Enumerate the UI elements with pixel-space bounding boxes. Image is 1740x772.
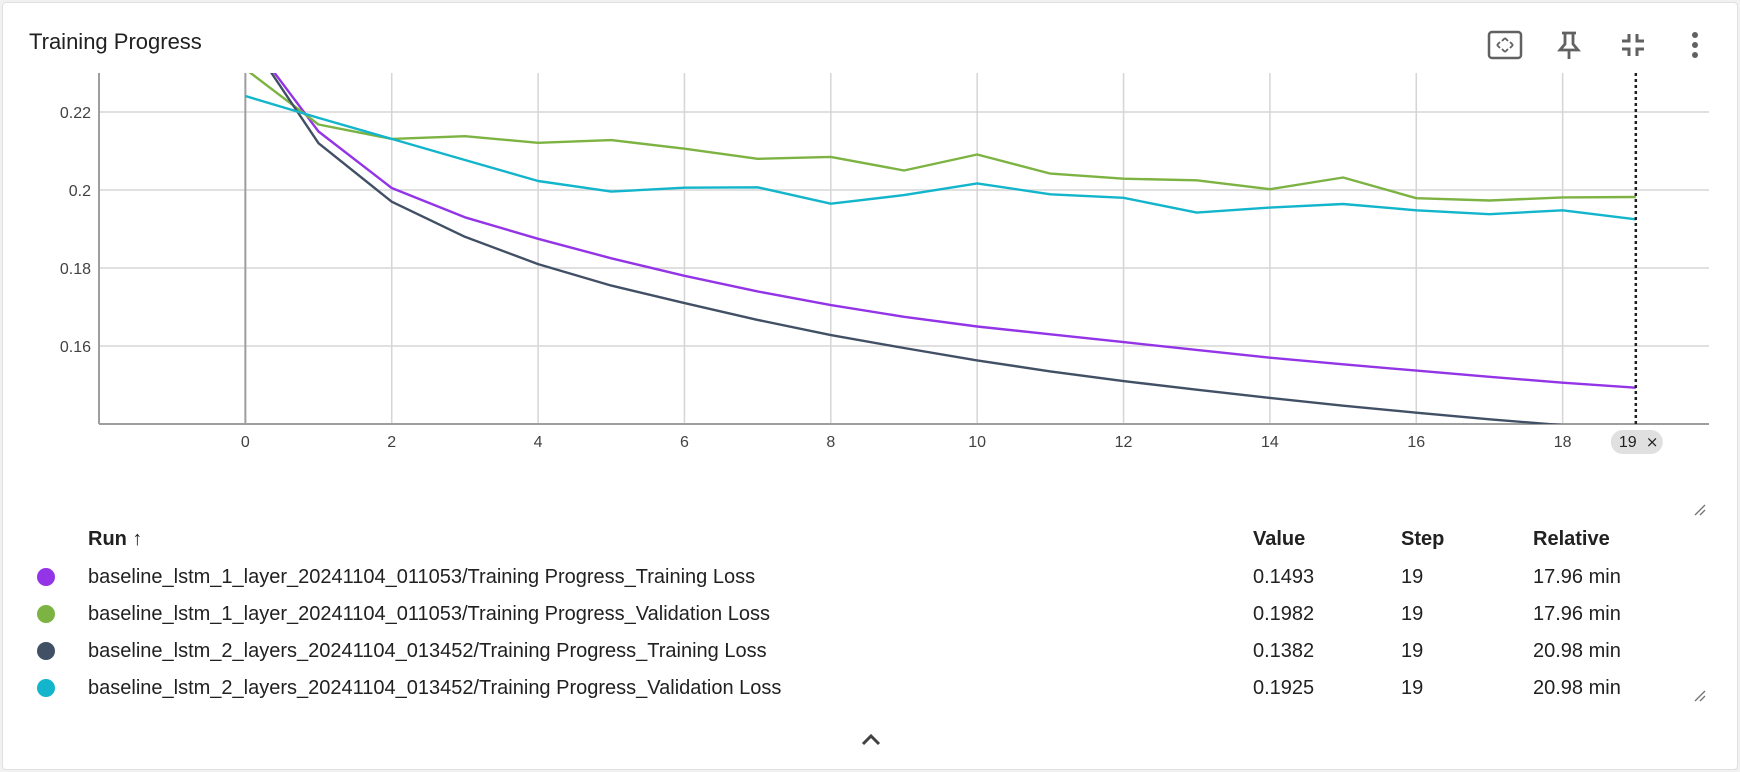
fit-to-data-icon: [1487, 30, 1523, 60]
series-color-dot: [37, 568, 55, 586]
run-step: 19: [1401, 603, 1424, 625]
x-tick-label: 0: [241, 434, 250, 451]
legend-row[interactable]: baseline_lstm_2_layers_20241104_013452/T…: [3, 669, 1737, 706]
series-color-dot: [37, 679, 55, 697]
pin-button[interactable]: [1547, 23, 1591, 67]
run-relative: 17.96 min: [1533, 566, 1621, 588]
legend-row[interactable]: baseline_lstm_1_layer_20241104_011053/Tr…: [3, 558, 1737, 595]
x-tick-label: 18: [1554, 434, 1572, 451]
hover-step-label: 19: [1619, 434, 1637, 451]
x-tick-label: 6: [680, 434, 689, 451]
run-relative: 20.98 min: [1533, 640, 1621, 662]
legend-resize-handle[interactable]: [1693, 689, 1707, 703]
x-tick-label: 2: [387, 434, 396, 451]
more-vert-icon: [1692, 32, 1698, 58]
x-tick-label: 16: [1407, 434, 1425, 451]
chart-resize-handle[interactable]: [1693, 503, 1707, 517]
y-tick-label: 0.18: [60, 261, 91, 278]
more-options-button[interactable]: [1673, 23, 1717, 67]
x-tick-label: 4: [534, 434, 543, 451]
run-value: 0.1925: [1253, 677, 1315, 699]
run-value: 0.1982: [1253, 603, 1315, 625]
run-step: 19: [1401, 677, 1424, 699]
legend-header-run[interactable]: Run ↑: [88, 528, 143, 550]
run-name: baseline_lstm_2_layers_20241104_013452/T…: [88, 640, 767, 662]
legend-row[interactable]: baseline_lstm_2_layers_20241104_013452/T…: [3, 632, 1737, 669]
legend-row[interactable]: baseline_lstm_1_layer_20241104_011053/Tr…: [3, 595, 1737, 632]
series-color-dot: [37, 605, 55, 623]
x-tick-label: 12: [1115, 434, 1133, 451]
run-relative: 17.96 min: [1533, 603, 1621, 625]
run-step: 19: [1401, 640, 1424, 662]
y-tick-label: 0.2: [69, 183, 91, 200]
exit-fullscreen-button[interactable]: [1611, 23, 1655, 67]
card-title: Training Progress: [29, 29, 202, 54]
x-tick-label: 14: [1261, 434, 1279, 451]
chevron-up-icon: [861, 733, 881, 746]
collapse-fullscreen-icon: [1622, 34, 1644, 56]
run-name: baseline_lstm_1_layer_20241104_011053/Tr…: [88, 566, 756, 588]
run-step: 19: [1401, 566, 1424, 588]
legend-header-step[interactable]: Step: [1401, 528, 1445, 550]
y-tick-label: 0.22: [60, 105, 91, 122]
pin-icon: [1557, 31, 1581, 59]
series-line: [270, 73, 1563, 424]
series-line: [273, 73, 1636, 389]
run-value: 0.1382: [1253, 640, 1315, 662]
close-icon[interactable]: ×: [1646, 433, 1659, 451]
legend-header-relative[interactable]: Relative: [1533, 528, 1610, 550]
run-relative: 20.98 min: [1533, 677, 1621, 699]
series-line: [245, 94, 1636, 221]
run-value: 0.1493: [1253, 566, 1315, 588]
run-name: baseline_lstm_2_layers_20241104_013452/T…: [88, 677, 782, 699]
legend-header-value[interactable]: Value: [1253, 528, 1306, 550]
collapse-legend-button[interactable]: [853, 725, 889, 753]
line-chart[interactable]: 0.16 0.18 0.2 0.22 0 2 4 6 8 10 12 14 16 18 19 ×: [3, 63, 1737, 513]
hover-step-badge: [1610, 430, 1663, 454]
series-line: [248, 73, 1636, 202]
y-tick-label: 0.16: [60, 339, 91, 356]
run-name: baseline_lstm_1_layer_20241104_011053/Tr…: [88, 603, 770, 625]
x-tick-label: 10: [968, 434, 986, 451]
fit-to-data-button[interactable]: [1483, 23, 1527, 67]
x-tick-label: 8: [826, 434, 835, 451]
series-color-dot: [37, 642, 55, 660]
series-group: [245, 73, 1636, 424]
